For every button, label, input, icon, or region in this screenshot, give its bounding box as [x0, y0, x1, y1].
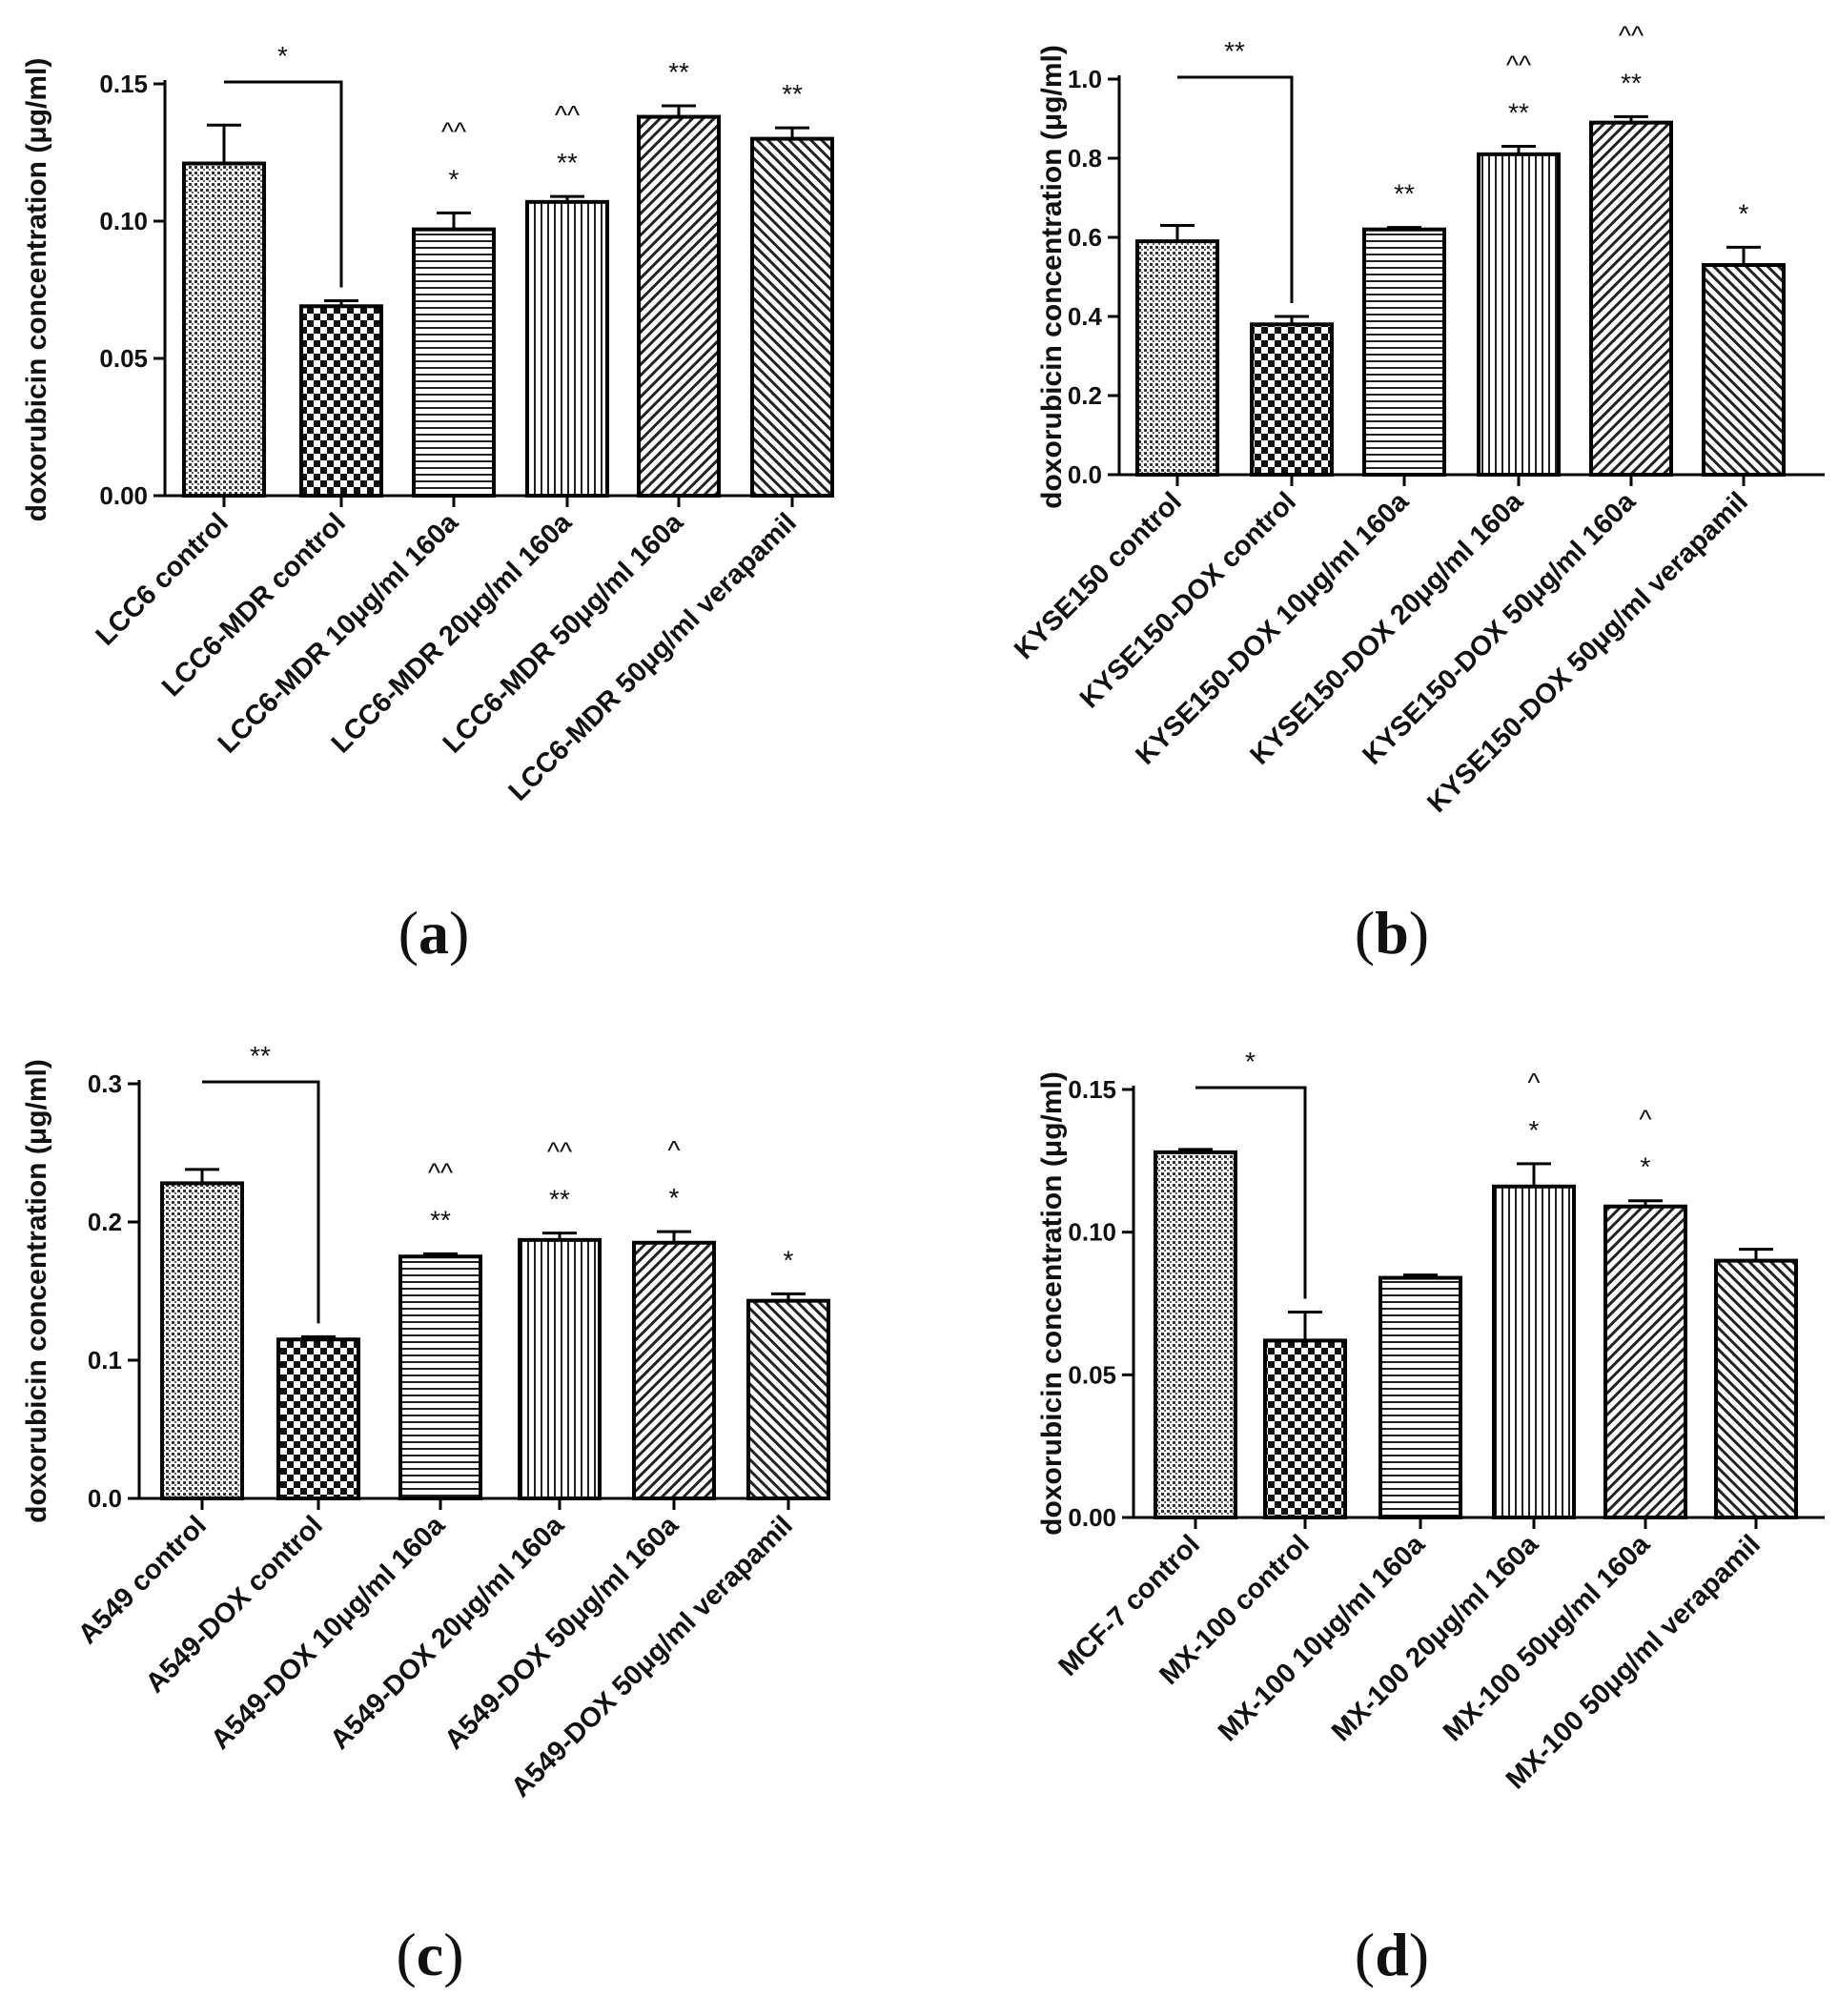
bracket-significance-mark: ** [1224, 36, 1245, 66]
y-tick-label: 0.15 [99, 70, 148, 98]
panel-label: (d) [1355, 1921, 1429, 1988]
secondary-mark: ^ [667, 1135, 680, 1165]
y-tick-label: 0.0 [88, 1484, 122, 1513]
bar [746, 1298, 830, 1501]
y-tick-label: 0.10 [1068, 1218, 1116, 1247]
y-tick-label: 0.2 [1068, 381, 1102, 410]
bar [632, 1240, 716, 1500]
y-tick-label: 0.15 [1068, 1075, 1116, 1104]
category-label: MX-100 20μg/ml 160a [1326, 1529, 1545, 1748]
secondary-mark: ^^ [555, 100, 580, 130]
significance-bracket [1177, 75, 1294, 303]
panel-label: (b) [1355, 899, 1429, 967]
y-tick-label: 0.1 [88, 1346, 122, 1375]
chart-panel-c: 0.0 0.1 0.2 0.3 doxorubicin concentration (μ… [21, 1041, 830, 1988]
bar [637, 114, 721, 498]
significance-bracket [202, 1080, 320, 1324]
significance-mark: * [1739, 198, 1749, 228]
category-label: A549-DOX 20μg/ml 160a [325, 1510, 571, 1756]
y-tick-label: 0.6 [1068, 223, 1102, 252]
y-axis-label: doxorubicin concentration (μg/ml) [21, 58, 52, 522]
significance-mark: * [669, 1183, 680, 1212]
bar [1135, 239, 1219, 477]
significance-mark: ** [1508, 98, 1529, 128]
secondary-mark: ^^ [1619, 20, 1644, 50]
bar [299, 304, 383, 498]
y-tick-label: 1.0 [1068, 65, 1102, 93]
bracket-significance-mark: ** [250, 1041, 271, 1070]
bar [1362, 227, 1446, 477]
bracket-significance-mark: * [1245, 1047, 1256, 1076]
y-tick-label: 0.05 [1068, 1360, 1116, 1389]
category-label: KYSE150-DOX control [1074, 486, 1302, 714]
significance-mark: ** [557, 148, 578, 177]
bar [525, 199, 609, 498]
bar [1702, 263, 1786, 477]
panel-label: (c) [396, 1921, 463, 1988]
significance-mark: ** [549, 1185, 570, 1214]
significance-mark: * [1641, 1152, 1651, 1182]
y-tick-label: 0.00 [1068, 1503, 1116, 1532]
bar [412, 227, 496, 498]
bar [182, 161, 266, 499]
significance-mark: ** [668, 57, 689, 87]
bar [1492, 1184, 1576, 1519]
y-tick-label: 0.3 [88, 1069, 122, 1098]
bar [1154, 1150, 1237, 1520]
bar [1714, 1258, 1798, 1519]
category-label: MX-100 50μg/ml 160a [1438, 1529, 1657, 1748]
panel-label: (a) [398, 899, 470, 967]
y-tick-label: 0.10 [99, 207, 148, 235]
y-tick-label: 0.4 [1068, 302, 1103, 331]
bracket-significance-mark: * [277, 41, 288, 71]
bar [1250, 322, 1334, 477]
significance-mark: ** [782, 79, 803, 109]
secondary-mark: ^^ [428, 1157, 453, 1187]
y-tick-label: 0.0 [1068, 460, 1102, 489]
bar [750, 136, 834, 498]
significance-bracket [1195, 1086, 1307, 1299]
secondary-mark: ^ [1527, 1068, 1540, 1097]
secondary-mark: ^^ [441, 116, 466, 146]
bar [160, 1181, 244, 1501]
bar [1378, 1275, 1462, 1520]
bar [398, 1254, 482, 1500]
bar [276, 1337, 360, 1500]
chart-panel-a: 0.00 0.05 0.10 0.15 doxorubicin concentratio… [21, 41, 834, 967]
significance-mark: ** [1394, 179, 1415, 209]
y-axis-label: doxorubicin concentration (μg/ml) [21, 1059, 52, 1523]
bar [518, 1237, 602, 1500]
bar [1263, 1338, 1347, 1519]
y-axis-label: doxorubicin concentration (μg/ml) [1036, 1071, 1068, 1536]
significance-mark: * [784, 1245, 794, 1274]
category-label: A549-DOX 50μg/ml 160a [439, 1510, 685, 1756]
y-axis-label: doxorubicin concentration (μg/ml) [1036, 45, 1068, 509]
significance-mark: ** [1621, 68, 1642, 97]
y-tick-label: 0.00 [99, 481, 148, 510]
secondary-mark: ^ [1639, 1105, 1651, 1134]
secondary-mark: ^^ [1506, 51, 1531, 80]
category-label: LCC6-MDR 10μg/ml 160a [213, 507, 465, 760]
significance-mark: * [1529, 1115, 1540, 1145]
significance-mark: ** [430, 1205, 451, 1234]
y-tick-label: 0.8 [1068, 144, 1102, 173]
bar [1589, 120, 1673, 477]
category-label: LCC6-MDR 20μg/ml 160a [326, 507, 579, 760]
category-label: LCC6-MDR 50μg/ml 160a [438, 507, 690, 760]
secondary-mark: ^^ [547, 1137, 572, 1167]
category-label: A549-DOX 10μg/ml 160a [206, 1510, 452, 1756]
y-tick-label: 0.05 [99, 344, 148, 373]
significance-mark: * [449, 164, 460, 193]
category-label: MX-100 10μg/ml 160a [1213, 1529, 1432, 1748]
bar [1603, 1204, 1687, 1520]
y-tick-label: 0.2 [88, 1208, 122, 1236]
bar [1477, 152, 1561, 477]
significance-bracket [224, 80, 343, 288]
